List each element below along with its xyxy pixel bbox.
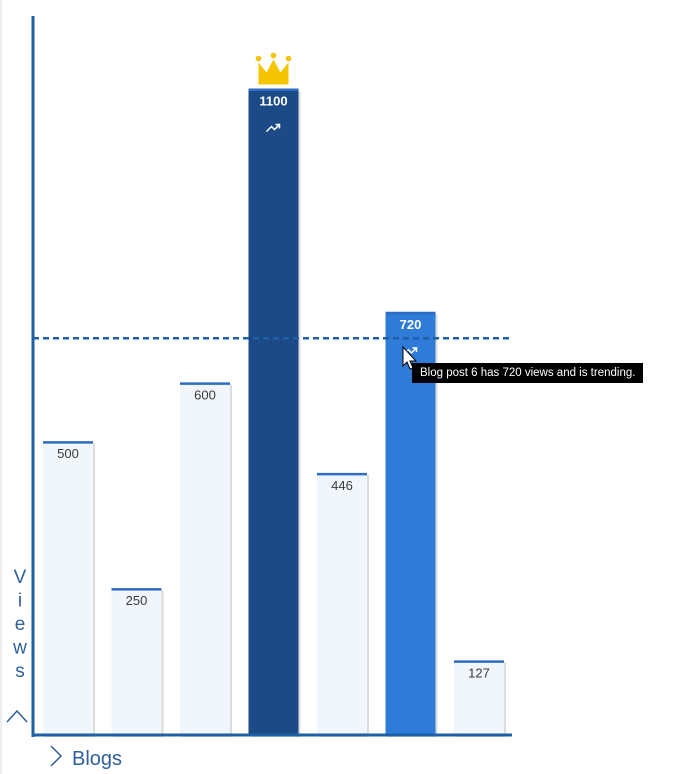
tooltip: Blog post 6 has 720 views and is trendin… bbox=[412, 363, 644, 383]
bar-value-label: 250 bbox=[126, 593, 148, 608]
mouse-pointer-icon bbox=[402, 345, 418, 370]
crown-icon bbox=[258, 59, 289, 85]
bar-value-label: 446 bbox=[331, 478, 353, 493]
crown-jewel bbox=[285, 55, 292, 62]
bar-value-label: 720 bbox=[400, 317, 422, 332]
crown-jewel bbox=[270, 52, 277, 59]
bar[interactable] bbox=[248, 88, 299, 735]
bar[interactable] bbox=[454, 660, 504, 735]
bar[interactable] bbox=[317, 472, 367, 735]
crown-jewel bbox=[255, 55, 262, 62]
bars-layer: 500 250 600 1100 446 720 127 bbox=[43, 52, 506, 737]
bar-top-edge bbox=[317, 472, 367, 476]
bar-top-edge bbox=[454, 660, 504, 663]
bar-top-edge bbox=[180, 382, 230, 385]
bar-value-label: 500 bbox=[57, 446, 79, 461]
frame-edge bbox=[0, 0, 2, 774]
bar-value-label: 600 bbox=[194, 387, 216, 402]
chevron-up-icon[interactable] bbox=[6, 709, 28, 723]
chevron-right-icon[interactable] bbox=[50, 745, 63, 767]
bar[interactable] bbox=[43, 441, 93, 735]
bar-top-edge bbox=[43, 441, 93, 444]
trending-up-icon bbox=[265, 123, 281, 133]
bar-value-label: 1100 bbox=[259, 94, 287, 109]
bar[interactable] bbox=[111, 588, 162, 735]
bar-top-edge bbox=[111, 588, 162, 591]
x-axis-title: Blogs bbox=[72, 748, 122, 770]
bar-top-edge bbox=[385, 311, 436, 315]
bar[interactable] bbox=[180, 382, 230, 735]
bar-top-edge bbox=[248, 88, 299, 92]
bar-value-label: 127 bbox=[468, 665, 490, 680]
